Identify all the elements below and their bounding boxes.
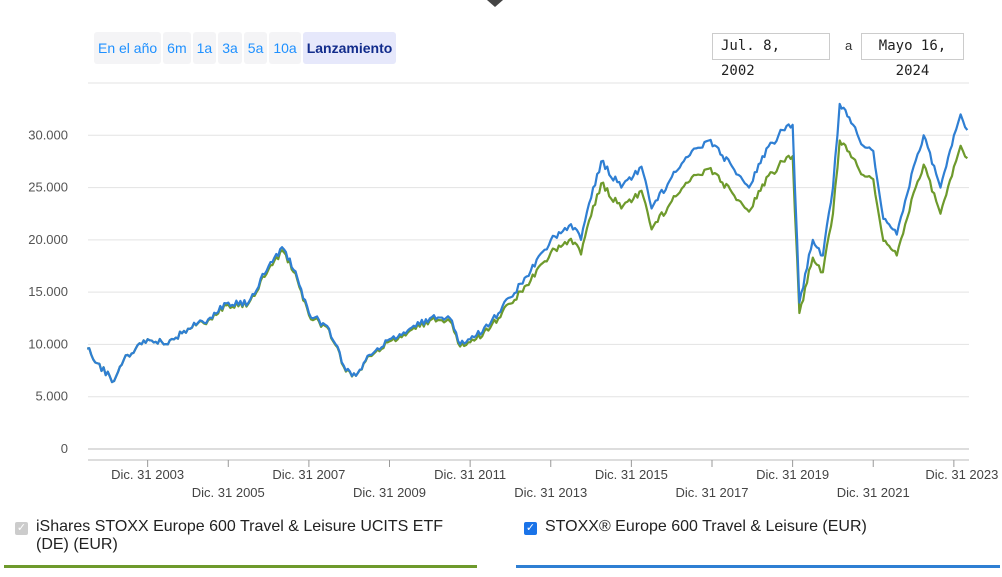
- range-button-3[interactable]: 3a: [218, 32, 242, 64]
- date-from-input[interactable]: Jul. 8, 2002: [712, 33, 830, 79]
- y-tick-label: 30.000: [28, 127, 68, 142]
- x-tick-label: Dic. 31 2003: [111, 467, 184, 482]
- legend-item-etf[interactable]: ✓ iShares STOXX Europe 600 Travel & Leis…: [15, 518, 465, 554]
- legend-item-index[interactable]: ✓ STOXX® Europe 600 Travel & Leisure (EU…: [524, 518, 867, 536]
- y-tick-label: 25.000: [28, 180, 68, 195]
- index-checkbox[interactable]: ✓: [524, 522, 537, 535]
- range-selector: En el año 6m 1a 3a 5a 10a Lanzamiento: [94, 32, 397, 64]
- x-tick-label: Dic. 31 2005: [192, 485, 265, 500]
- y-tick-label: 15.000: [28, 284, 68, 299]
- index-series-underline: [516, 565, 1000, 568]
- y-tick-label: 0: [61, 441, 68, 456]
- range-button-1[interactable]: 6m: [163, 32, 191, 64]
- x-tick-label: Dic. 31 2023: [925, 467, 998, 482]
- x-tick-label: Dic. 31 2011: [434, 467, 506, 482]
- x-tick-label: Dic. 31 2013: [514, 485, 587, 500]
- x-tick-label: Dic. 31 2009: [353, 485, 426, 500]
- line-chart: 0 5.000 10.000 15.000 20.000 25.000 30.000 Dic.…: [28, 82, 998, 500]
- date-to-input[interactable]: Mayo 16, 2024: [861, 33, 964, 79]
- x-tick-label: Dic. 31 2019: [756, 467, 829, 482]
- range-button-6[interactable]: Lanzamiento: [302, 32, 397, 64]
- x-tick-label: Dic. 31 2017: [675, 485, 748, 500]
- range-button-4[interactable]: 5a: [243, 32, 268, 64]
- collapse-caret-icon[interactable]: [487, 0, 503, 7]
- x-tick-label: Dic. 31 2021: [837, 485, 910, 500]
- range-button-5[interactable]: 10a: [269, 32, 301, 64]
- etf-series-line: [87, 139, 969, 384]
- range-button-0[interactable]: En el año: [94, 32, 162, 64]
- range-button-2[interactable]: 1a: [192, 32, 217, 64]
- index-legend-label: STOXX® Europe 600 Travel & Leisure (EUR): [545, 518, 867, 535]
- y-tick-label: 20.000: [28, 232, 68, 247]
- etf-series-underline: [4, 565, 477, 568]
- x-tick-label: Dic. 31 2015: [595, 467, 668, 482]
- etf-legend-label: iShares STOXX Europe 600 Travel & Leisur…: [36, 518, 443, 553]
- etf-checkbox[interactable]: ✓: [15, 522, 28, 535]
- y-tick-label: 5.000: [35, 389, 68, 404]
- x-tick-label: Dic. 31 2007: [272, 467, 345, 482]
- y-tick-label: 10.000: [28, 336, 68, 351]
- index-series-line: [87, 102, 969, 384]
- date-separator: a: [845, 38, 853, 53]
